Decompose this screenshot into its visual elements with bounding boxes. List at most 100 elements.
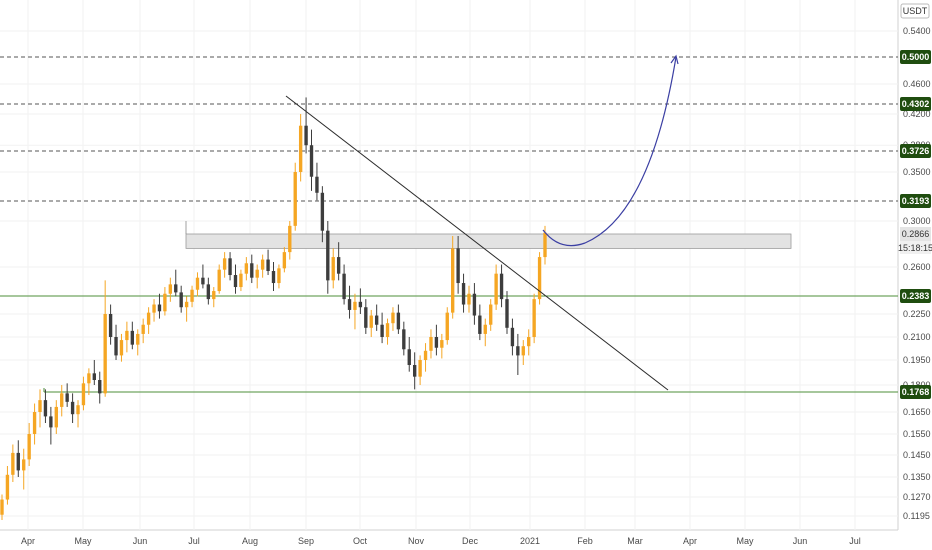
- candle-body-38: [206, 284, 211, 300]
- candle-10: [54, 400, 58, 434]
- candle-body-10: [54, 406, 58, 428]
- level-badge-bg: [900, 50, 931, 64]
- candle-body-22: [119, 340, 124, 356]
- countdown-badge: 15:18:15: [898, 241, 932, 254]
- y-tick-label: 0.1195: [903, 511, 930, 521]
- candle-36: [195, 272, 200, 297]
- candle-47: [255, 264, 259, 289]
- candle-body-45: [244, 263, 249, 274]
- candle-body-77: [418, 360, 422, 377]
- candle-body-91: [494, 273, 498, 305]
- candle-body-72: [391, 312, 395, 324]
- candle-body-13: [70, 401, 75, 415]
- candle-4: [22, 448, 26, 490]
- price-scale[interactable]: [898, 0, 932, 530]
- current-price-text: 0.2866: [902, 229, 930, 239]
- level-badge-0.4302[interactable]: 0.4302: [900, 97, 931, 111]
- x-tick-label: Aug: [242, 536, 258, 546]
- candle-body-29: [157, 304, 162, 312]
- candle-91: [494, 264, 498, 310]
- projection-curve[interactable]: [542, 56, 677, 247]
- candle-78: [423, 343, 428, 372]
- current-price-badge[interactable]: 0.2866: [900, 227, 931, 241]
- candle-53: [288, 221, 292, 260]
- candle-59: [320, 186, 325, 243]
- resistance-zone[interactable]: [185, 233, 792, 249]
- candle-body-40: [217, 269, 221, 292]
- candle-9: [49, 406, 53, 445]
- candle-body-9: [49, 416, 53, 428]
- candle-body-84: [456, 248, 460, 284]
- level-badge-0.2383[interactable]: 0.2383: [900, 289, 931, 303]
- candle-body-94: [510, 327, 515, 347]
- candle-24: [130, 321, 135, 350]
- candle-body-8: [43, 400, 48, 417]
- candle-body-79: [429, 337, 433, 351]
- x-tick-label: Sep: [298, 536, 314, 546]
- y-tick-label: 0.2100: [903, 332, 931, 342]
- candle-body-0: [0, 499, 4, 515]
- candle-body-71: [385, 323, 390, 337]
- candle-body-15: [81, 383, 86, 406]
- candle-body-97: [527, 337, 531, 347]
- candle-body-56: [304, 125, 308, 146]
- candle-12: [65, 383, 69, 407]
- countdown-bg: [900, 241, 931, 254]
- candle-body-31: [168, 284, 173, 294]
- candle-83: [451, 235, 455, 319]
- candle-17: [92, 360, 96, 385]
- candle-66: [358, 288, 363, 314]
- candle-body-86: [467, 293, 471, 305]
- candle-87: [472, 283, 477, 325]
- currency-label[interactable]: USDT: [900, 3, 930, 19]
- x-tick-label: Mar: [627, 536, 643, 546]
- candle-71: [385, 318, 390, 345]
- current-price-bg: [900, 227, 931, 241]
- y-tick-label: 0.1270: [903, 492, 931, 502]
- countdown-text: 15:18:15: [898, 243, 932, 253]
- descending-trendline[interactable]: [285, 95, 669, 391]
- price-badges: 0.5000 0.4302 0.3726 0.3193 0.2383 0.1768 0.28…: [898, 50, 932, 399]
- candle-15: [81, 376, 86, 411]
- candle-body-42: [228, 258, 232, 276]
- candle-body-75: [407, 349, 411, 365]
- candle-body-21: [114, 337, 118, 356]
- candle-body-28: [152, 304, 156, 313]
- level-badge-text: 0.3726: [902, 146, 930, 156]
- grid-layer: [0, 0, 898, 530]
- candle-0: [0, 494, 4, 520]
- candle-99: [537, 252, 542, 305]
- candle-41: [222, 252, 227, 278]
- candle-43: [233, 264, 238, 294]
- candle-body-41: [222, 258, 227, 270]
- candle-46: [250, 254, 254, 284]
- level-badge-0.3193[interactable]: 0.3193: [900, 194, 931, 208]
- candle-body-26: [141, 324, 145, 334]
- candle-body-11: [60, 393, 64, 407]
- candle-body-20: [108, 314, 113, 337]
- candle-body-60: [326, 230, 330, 281]
- level-badge-0.5000[interactable]: 0.5000: [900, 50, 931, 64]
- candle-7: [38, 389, 42, 428]
- candle-90: [489, 299, 493, 331]
- candle-body-14: [76, 405, 80, 415]
- candle-body-69: [374, 315, 379, 325]
- candle-51: [277, 264, 281, 289]
- candle-body-16: [87, 373, 91, 384]
- level-badge-0.1768[interactable]: 0.1768: [900, 385, 931, 399]
- candle-body-18: [98, 380, 102, 394]
- candle-68: [369, 309, 373, 337]
- x-tick-label: Jul: [188, 536, 200, 546]
- candle-body-81: [440, 340, 444, 348]
- candle-body-35: [190, 289, 194, 302]
- candle-5: [27, 423, 31, 466]
- y-tick-label: 0.4600: [903, 79, 931, 89]
- level-badge-bg: [900, 385, 931, 399]
- candle-body-36: [195, 277, 200, 290]
- level-badge-0.3726[interactable]: 0.3726: [900, 144, 931, 158]
- candle-body-76: [412, 365, 417, 377]
- candle-body-63: [342, 273, 346, 300]
- candle-77: [418, 355, 422, 385]
- candle-40: [217, 264, 221, 294]
